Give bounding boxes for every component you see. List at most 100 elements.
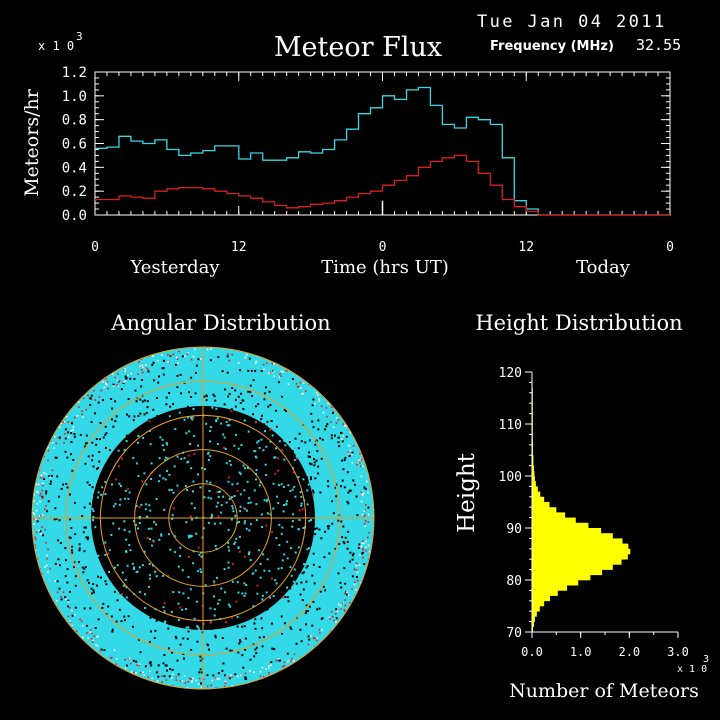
angular-rim-point [124,370,126,372]
angular-gap-point [97,618,100,621]
angular-rim-point [335,422,338,424]
angular-meteor-point [145,483,148,486]
angular-rim-point [124,379,127,382]
angular-meteor-point [277,457,280,460]
angular-meteor-point [291,520,294,523]
angular-gap-point [175,637,178,640]
angular-meteor-point [176,455,179,458]
angular-meteor-point [228,497,231,500]
angular-meteor-point [286,586,289,589]
angular-meteor-point [121,457,124,460]
angular-gap-point [86,579,89,582]
angular-gap-point [327,485,330,488]
angular-rim-point [171,673,174,676]
angular-rim-point [186,353,189,355]
angular-rim-point [33,523,36,525]
angular-gap-point [70,453,73,456]
angular-rim-point [240,674,242,677]
height-bar [532,548,631,555]
angular-meteor-point [243,522,246,525]
angular-gap-point [59,541,62,544]
angular-meteor-point [145,503,148,506]
angular-gap-point [94,412,97,415]
angular-gap-point [266,430,269,433]
angular-meteor-point [231,496,234,499]
angular-gap-point [83,526,86,529]
angular-gap-point [133,415,136,418]
angular-gap-point [176,386,179,389]
angular-gap-point [283,622,286,625]
flux-y-tick-label: 0.4 [62,160,87,176]
angular-rim-point [216,677,219,680]
angular-gap-point [123,619,126,622]
angular-meteor-point [224,447,227,450]
angular-gap-point [270,420,273,423]
angular-meteor-point [150,527,153,530]
angular-gap-point [263,392,266,395]
angular-meteor-point [167,575,170,578]
angular-meteor-point [245,584,248,587]
flux-x-tick-label: 0 [91,240,99,255]
angular-gap-point [150,426,153,429]
angular-meteor-point [308,519,311,522]
angular-gap-point [313,582,316,585]
angular-rim-point [358,459,360,462]
angular-gap-point [308,462,311,465]
angular-gap-point [314,477,317,480]
angular-meteor-point [183,418,186,421]
angular-rim-point [357,460,360,463]
angular-meteor-point [176,484,179,487]
angular-gap-point [335,495,338,498]
angular-meteor-point [127,497,130,500]
angular-meteor-point [97,491,100,494]
angular-meteor-point [185,432,188,435]
angular-meteor-point [125,551,128,554]
angular-rim-point [171,677,173,679]
angular-meteor-point [240,444,243,447]
angular-rim-point [327,402,329,405]
angular-rim-point [137,373,139,376]
angular-meteor-point [243,582,246,585]
angular-meteor-point [205,422,208,425]
angular-rim-point [129,662,132,665]
angular-meteor-point [311,494,314,497]
angular-gap-point [128,415,131,418]
flux-series-group [95,86,670,216]
angular-gap-point [64,450,67,453]
angular-meteor-point [257,440,260,443]
angular-meteor-point [129,549,132,552]
angular-gap-point [83,607,86,610]
angular-rim-point [262,363,265,366]
angular-gap-point [328,552,331,555]
angular-meteor-point [191,415,194,418]
angular-gap-point [190,376,193,379]
angular-rim-point [98,396,101,398]
angular-gap-point [242,399,245,402]
angular-gap-point [89,403,92,406]
angular-gap-point [304,441,307,444]
angular-meteor-point [202,527,205,530]
flux-y-axis-label: Meteors/hr [21,88,43,196]
angular-rim-point [44,508,46,511]
angular-gap-point [111,418,114,421]
angular-gap-point [83,506,86,509]
angular-meteor-point [245,527,248,530]
angular-rim-point [71,421,73,424]
angular-gap-point [241,625,244,628]
angular-meteor-point [213,583,216,586]
angular-meteor-point [182,592,185,595]
angular-gap-point [324,530,327,533]
angular-rim-point [105,383,107,385]
angular-rim-point [299,381,302,384]
angular-gap-point [347,530,350,533]
angular-gap-point [227,395,230,398]
angular-meteor-point [114,502,117,505]
angular-gap-point [238,642,241,645]
angular-rim-point [105,381,107,384]
angular-gap-point [143,413,146,416]
angular-gap-point [102,482,105,485]
angular-gap-point [337,441,340,444]
angular-rim-point [299,387,302,389]
angular-meteor-point [104,541,107,544]
angular-meteor-point [213,608,216,611]
